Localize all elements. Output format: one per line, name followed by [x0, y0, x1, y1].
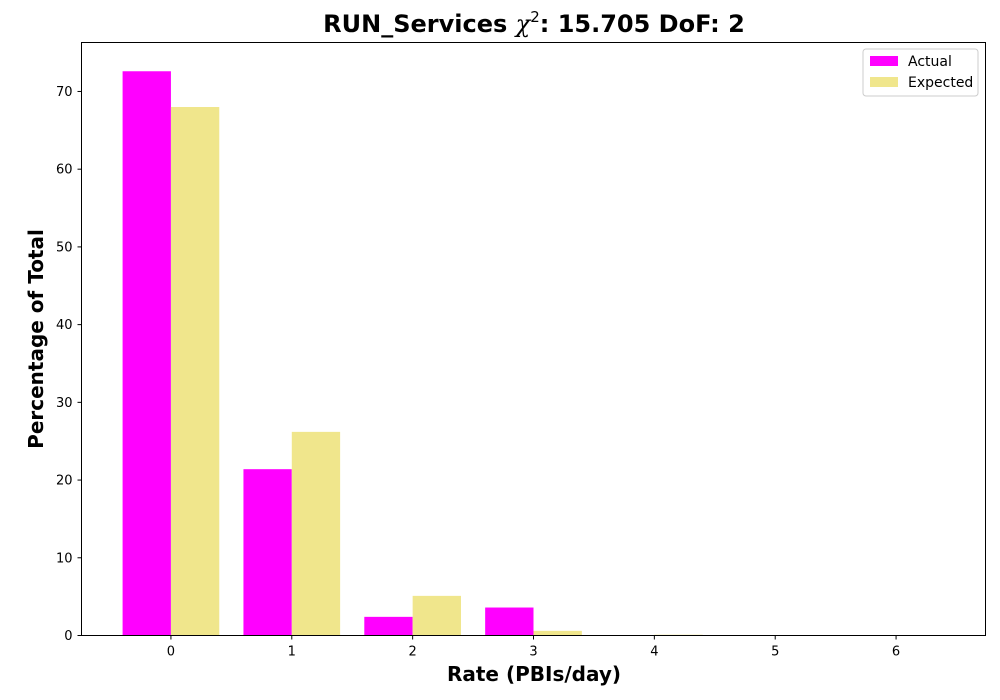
y-tick-label: 60: [56, 163, 73, 178]
y-tick-label: 70: [56, 85, 73, 100]
x-tick-label: 3: [529, 645, 537, 660]
bar-actual-3: [485, 607, 534, 636]
bar-actual-0: [122, 71, 171, 636]
legend-label-expected: Expected: [908, 75, 973, 91]
bar-expected-2: [412, 595, 461, 636]
legend-swatch-expected: [870, 77, 898, 87]
legend-label-actual: Actual: [908, 54, 952, 70]
chart-title: RUN_Services χ2: 15.705 DoF: 2: [323, 8, 745, 38]
bars-group: [122, 71, 703, 636]
title-chi: χ: [514, 10, 532, 38]
y-ticks: 0 10 20 30 40 50 60 70: [56, 85, 82, 644]
bar-expected-0: [170, 107, 220, 636]
bar-expected-1: [291, 431, 341, 636]
y-tick-label: 10: [56, 551, 73, 566]
plot-frame: [81, 42, 986, 636]
y-tick-label: 20: [56, 474, 73, 489]
title-superscript: 2: [530, 8, 540, 26]
x-ticks: 0 1 2 3 4 5 6: [167, 635, 900, 660]
title-prefix: RUN_Services: [323, 10, 515, 38]
y-tick-label: 50: [56, 240, 73, 255]
bar-expected-3: [533, 630, 582, 636]
y-tick-label: 30: [56, 396, 73, 411]
x-tick-label: 1: [288, 645, 296, 660]
y-axis-label: Percentage of Total: [24, 229, 48, 449]
bar-actual-1: [243, 469, 292, 636]
x-tick-label: 2: [409, 645, 417, 660]
x-tick-label: 0: [167, 645, 175, 660]
x-tick-label: 4: [650, 645, 658, 660]
x-tick-label: 5: [771, 645, 779, 660]
x-tick-label: 6: [892, 645, 900, 660]
title-suffix: : 15.705 DoF: 2: [540, 10, 745, 38]
y-tick-label: 40: [56, 318, 73, 333]
legend-swatch-actual: [870, 56, 898, 66]
legend: Actual Expected: [862, 48, 979, 97]
bar-actual-2: [364, 616, 413, 636]
x-axis-label: Rate (PBIs/day): [447, 662, 621, 686]
y-tick-label: 0: [64, 629, 72, 644]
